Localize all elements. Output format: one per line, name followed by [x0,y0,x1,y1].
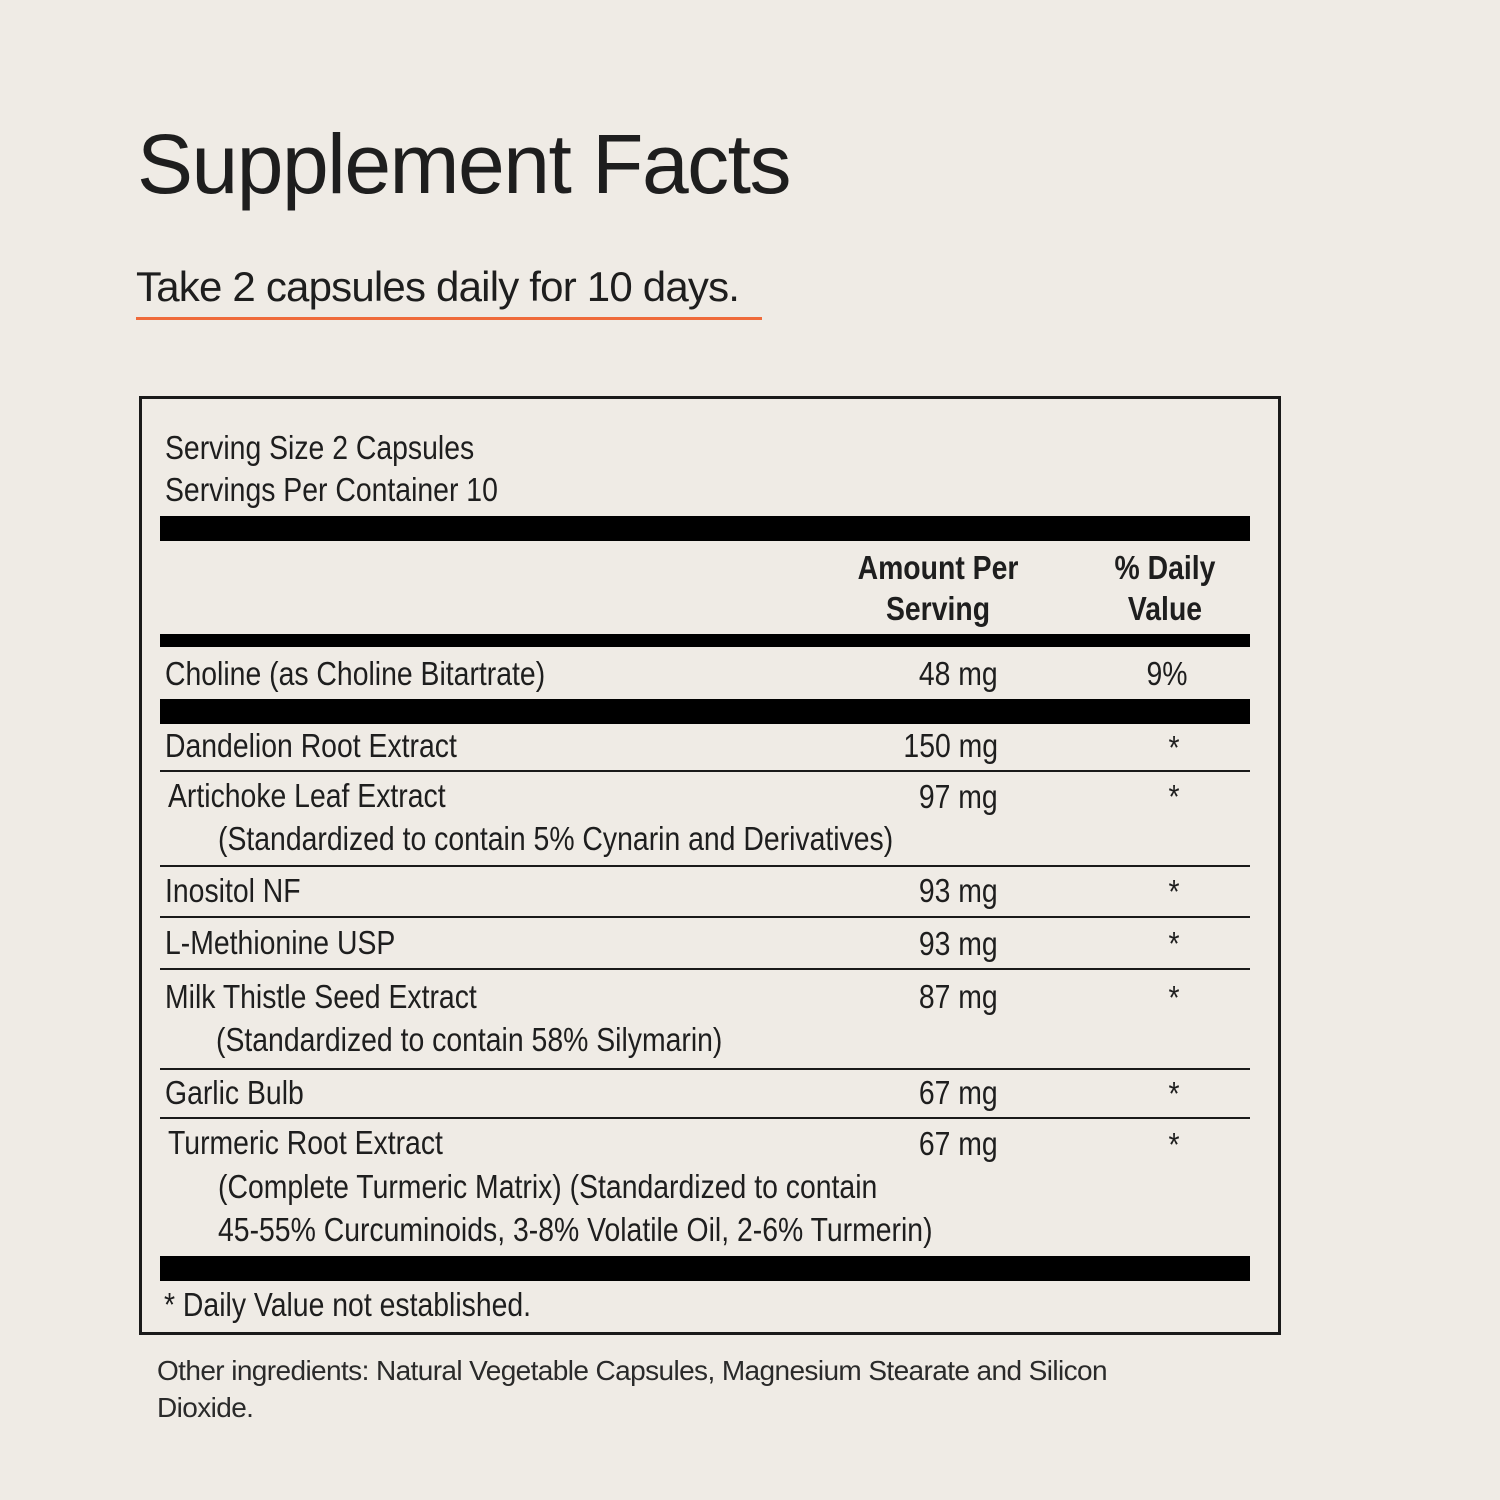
row-divider [160,1068,1250,1070]
ingredient-dv: * [1168,729,1180,766]
ingredient-dv: * [1168,925,1180,962]
ingredient-amount: 87 mg [919,978,998,1015]
ingredient-name: Turmeric Root Extract [168,1124,443,1161]
ingredient-detail: (Standardized to contain 58% Silymarin) [216,1021,723,1058]
ingredient-dv: * [1168,979,1180,1016]
row-divider [160,865,1250,867]
header-amount-line2: Serving [885,590,991,627]
ingredient-name: Inositol NF [165,872,301,909]
ingredient-detail: 45-55% Curcuminoids, 3-8% Volatile Oil, … [218,1211,933,1248]
ingredient-dv: * [1168,1075,1180,1112]
ingredient-amount: 150 mg [903,727,998,764]
ingredient-amount: 97 mg [919,778,998,815]
servings-per-container: Servings Per Container 10 [165,471,498,508]
ingredient-name: L-Methionine USP [165,924,396,961]
serving-size: Serving Size 2 Capsules [165,429,475,466]
other-ingredients: Other ingredients: Natural Vegetable Cap… [157,1355,1108,1423]
ingredient-dv: 9% [1146,655,1188,692]
ingredient-amount: 67 mg [919,1074,998,1111]
ingredient-detail: (Standardized to contain 5% Cynarin and … [218,820,894,857]
ingredient-dv: * [1168,1126,1180,1163]
row-divider [160,916,1250,918]
page-title: Supplement Facts [137,117,792,211]
row-divider [160,968,1250,970]
row-divider [160,1117,1250,1119]
ingredient-amount: 93 mg [919,925,998,962]
ingredient-name: Dandelion Root Extract [165,727,457,764]
ingredient-dv: * [1168,873,1180,910]
ingredient-name: Garlic Bulb [165,1074,304,1111]
ingredient-dv: * [1168,778,1180,815]
header-amount-line1: Amount Per [857,549,1019,586]
header-dv-line2: Value [1127,590,1203,627]
thick-divider-middle [160,699,1250,724]
ingredient-amount: 93 mg [919,872,998,909]
medium-divider [160,634,1250,647]
ingredient-detail: (Complete Turmeric Matrix) (Standardized… [218,1168,878,1205]
ingredient-name: Choline (as Choline Bitartrate) [165,655,546,692]
footnote: * Daily Value not established. [164,1286,532,1323]
ingredient-amount: 48 mg [919,655,998,692]
header-dv-line1: % Daily [1114,549,1216,586]
directions-text: Take 2 capsules daily for 10 days. [136,266,762,320]
ingredient-amount: 67 mg [919,1125,998,1162]
thick-divider-bottom [160,1256,1250,1281]
row-divider [160,770,1250,772]
supplement-facts-panel [139,396,1281,1335]
ingredient-name: Artichoke Leaf Extract [168,777,446,814]
thick-divider-top [160,516,1250,541]
ingredient-name: Milk Thistle Seed Extract [165,978,477,1015]
